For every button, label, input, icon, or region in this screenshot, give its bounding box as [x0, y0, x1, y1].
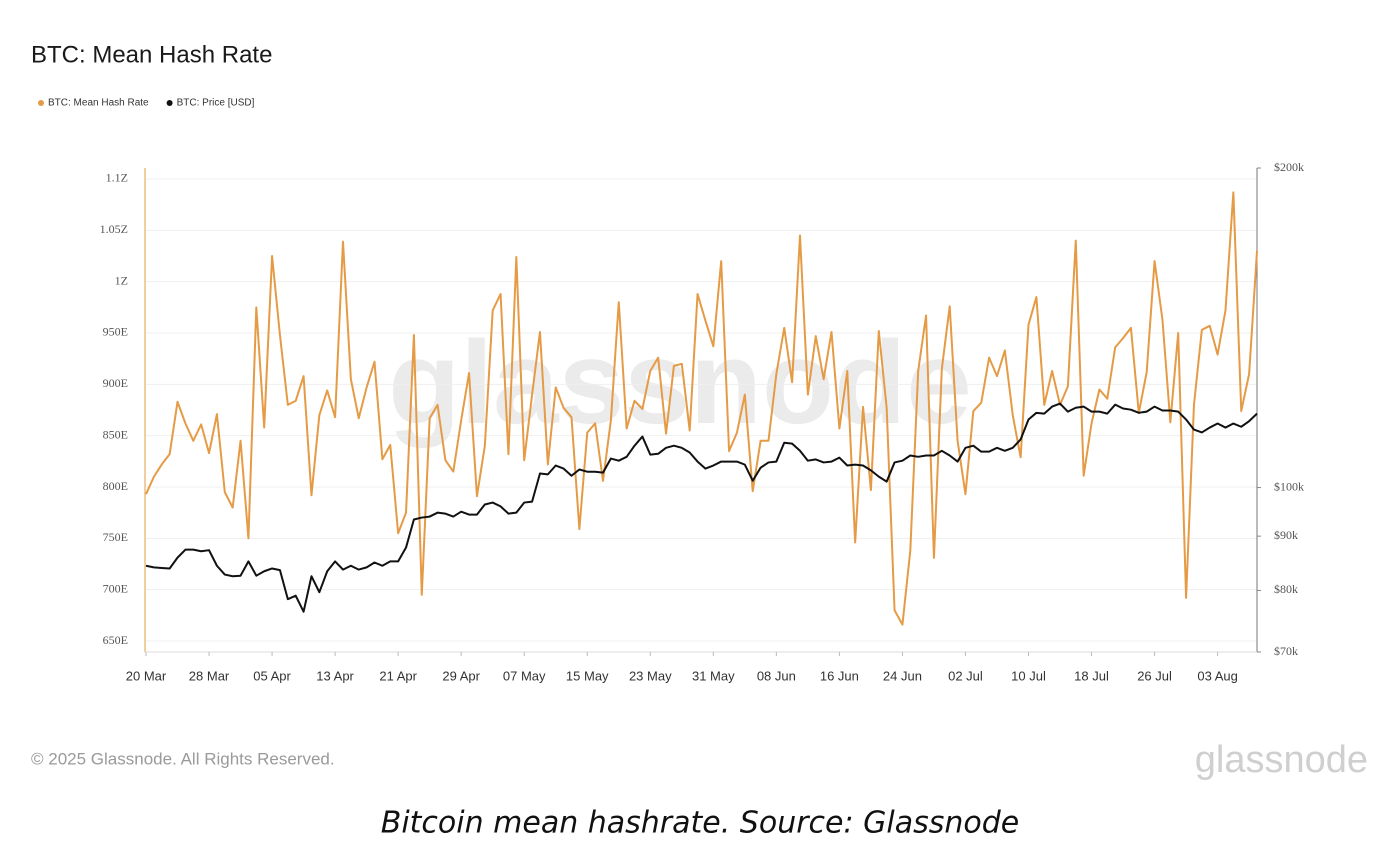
x-tick-label: 16 Jun [820, 668, 859, 683]
y-tick-label: 1.1Z [106, 171, 128, 185]
x-tick-label: 26 Jul [1137, 668, 1172, 683]
y-tick-label: 750E [103, 530, 128, 544]
x-tick-label: 28 Mar [189, 668, 230, 683]
y-tick-label: 1.05Z [100, 222, 128, 236]
copyright: © 2025 Glassnode. All Rights Reserved. [31, 749, 335, 768]
y2-tick-label: $80k [1274, 582, 1298, 596]
x-tick-label: 18 Jul [1074, 668, 1109, 683]
legend-label: BTC: Mean Hash Rate [48, 98, 149, 109]
legend-marker [38, 100, 44, 106]
x-tick-label: 13 Apr [316, 668, 354, 683]
x-tick-label: 03 Aug [1197, 668, 1238, 683]
y-tick-label: 800E [103, 479, 128, 493]
series-line [145, 402, 1258, 613]
y-tick-label: 650E [103, 633, 128, 647]
y2-tick-label: $100k [1274, 479, 1304, 493]
x-tick-label: 20 Mar [126, 668, 167, 683]
x-tick-label: 10 Jul [1011, 668, 1046, 683]
y2-tick-label: $70k [1274, 644, 1298, 658]
x-tick-label: 15 May [566, 668, 609, 683]
x-tick-label: 24 Jun [883, 668, 922, 683]
x-tick-label: 29 Apr [442, 668, 480, 683]
x-tick-label: 23 May [629, 668, 672, 683]
footer-logo: glassnode [1195, 739, 1368, 781]
legend-marker [166, 100, 173, 106]
y2-tick-label: $200k [1274, 160, 1304, 174]
x-tick-label: 02 Jul [948, 668, 983, 683]
x-tick-label: 31 May [692, 668, 735, 683]
caption: Bitcoin mean hashrate. Source: Glassnode [381, 806, 1020, 841]
y2-tick-label: $90k [1274, 528, 1298, 542]
legend: BTC: Mean Hash Rate BTC: Price [USD] [38, 98, 255, 109]
y-tick-label: 700E [103, 581, 128, 595]
y-tick-label: 950E [103, 325, 128, 339]
y-tick-label: 900E [103, 376, 128, 390]
x-tick-label: 07 May [503, 668, 546, 683]
y-tick-label: 1Z [115, 273, 128, 287]
plot: 650E 700E 750E 800E 850E 900E 950E 1Z 1.05Z 1.1Z $… [100, 160, 1304, 684]
x-tick-label: 21 Apr [379, 668, 417, 683]
x-tick-label: 05 Apr [253, 668, 291, 683]
x-tick-label: 08 Jun [757, 668, 796, 683]
legend-label: BTC: Price [USD] [177, 98, 255, 109]
series-line [145, 191, 1258, 626]
chart-title: BTC: Mean Hash Rate [31, 41, 272, 68]
y-tick-label: 850E [103, 427, 128, 441]
